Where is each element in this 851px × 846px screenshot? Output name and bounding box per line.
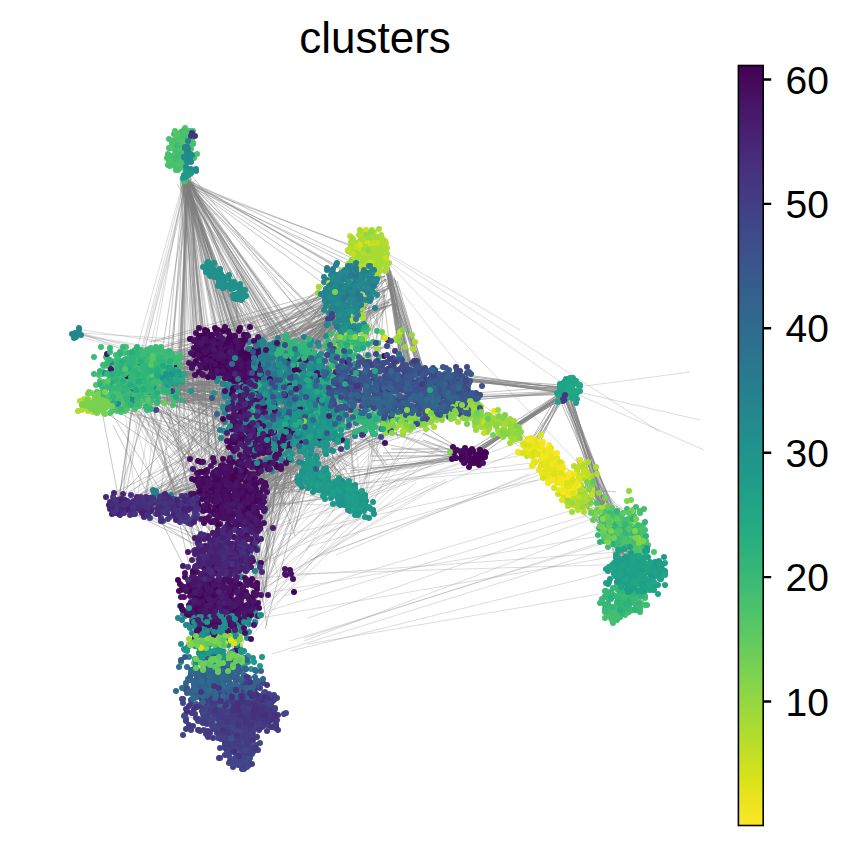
svg-text:20: 20 [786, 556, 829, 599]
svg-text:40: 40 [786, 307, 829, 350]
svg-text:50: 50 [786, 183, 829, 226]
svg-text:clusters: clusters [299, 13, 451, 62]
svg-text:10: 10 [786, 681, 829, 724]
svg-text:30: 30 [786, 432, 829, 475]
svg-text:60: 60 [786, 59, 829, 102]
